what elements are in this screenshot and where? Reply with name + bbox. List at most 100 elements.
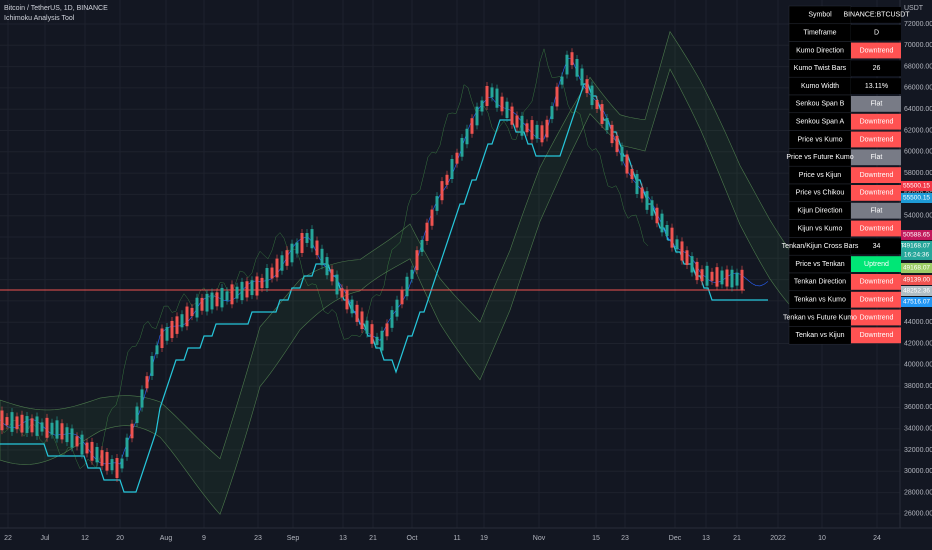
candle-body [425,222,429,241]
candle-body [285,250,289,266]
time-label: 13 [702,535,710,542]
time-label: 12 [81,535,89,542]
table-value: Downtrend [860,225,894,232]
candle-body [475,106,479,126]
candle-body [625,154,629,174]
table-value: 26 [873,65,881,72]
time-label: 21 [733,535,741,542]
price-tag [901,250,932,260]
candle-body [15,416,19,430]
candle-body [540,125,544,143]
candle-body [615,135,619,153]
table-value: Downtrend [860,136,894,143]
time-label: 15 [592,535,600,542]
price-tag [901,275,932,285]
candle-body [680,241,684,261]
candle-body [565,54,569,75]
candle-body [0,410,4,431]
candle-body [245,281,249,298]
price-tag [901,241,932,251]
candle-body [135,406,139,423]
candle-body [675,239,679,250]
candle-body [610,124,614,144]
candle-body [380,330,384,351]
candle-body [710,271,714,281]
candle-body [440,181,444,201]
candle-body [645,191,649,210]
candle-body [435,196,439,211]
table-value: BINANCE:BTCUSDT [843,12,910,19]
candle-body [205,293,209,312]
price-tag-label: 47516.07 [903,299,930,306]
candle-body [365,320,369,334]
table-label: Price vs Kumo [797,136,842,143]
table-value-cell [851,167,901,183]
candle-body [20,414,24,433]
table-label: Price vs Tenkan [795,261,844,268]
candle-body [395,299,399,317]
candle-body [255,276,259,296]
table-value-cell [851,202,901,219]
candle-body [730,269,734,288]
price-tag [901,230,932,240]
candle-body [295,242,299,254]
candle-body [455,152,459,164]
candle-body [80,434,84,455]
candle-body [685,250,689,266]
price-tag-label: 16:24:36 [904,252,930,259]
time-label: 2022 [770,535,786,542]
candle-body [310,229,314,249]
time-label: 24 [873,535,881,542]
table-label: Kumo Width [801,83,839,90]
candle-body [555,86,559,107]
table-value: Downtrend [860,119,894,126]
candle-body [70,428,74,448]
candle-body [290,243,294,263]
candle-body [75,436,79,447]
candle-body [450,159,454,179]
price-tag-label: 55500.15 [903,195,930,202]
candle-body [350,299,354,314]
price-tag-label: 48252.36 [903,288,930,295]
candle-body [30,418,34,433]
candle-body [500,96,504,112]
table-value-cell [851,60,901,77]
price-tag [901,181,932,191]
candle-body [265,268,269,288]
kijun-line [0,83,768,493]
time-label: 9 [202,535,206,542]
candle-body [330,269,334,282]
candle-body [420,240,424,252]
candle-body [335,274,339,295]
candle-body [725,269,729,287]
candle-body [305,233,309,243]
price-label: 64000.00 [904,106,932,113]
table-label: Tenkan/Kijun Cross Bars [782,243,859,250]
candle-body [50,422,54,435]
candle-body [635,174,639,194]
candle-body [235,286,239,299]
table-value: Downtrend [860,47,894,54]
candle-body [340,288,344,298]
table-value-cell [851,96,901,112]
candle-body [160,328,164,349]
candle-body [600,104,604,124]
candle-body [525,123,529,133]
price-label: 34000.00 [904,426,932,433]
candle-body [620,146,624,162]
price-label: 42000.00 [904,340,932,347]
time-label: 22 [4,535,12,542]
candle-body [150,356,154,376]
candle-body [445,174,449,185]
candle-body [570,52,574,66]
candle-body [200,297,204,311]
candle-body [705,265,709,286]
table-value-cell [851,42,901,59]
table-value-cell [851,291,901,308]
table-value-cell [851,327,901,344]
price-label: 44000.00 [904,319,932,326]
candle-body [405,276,409,297]
